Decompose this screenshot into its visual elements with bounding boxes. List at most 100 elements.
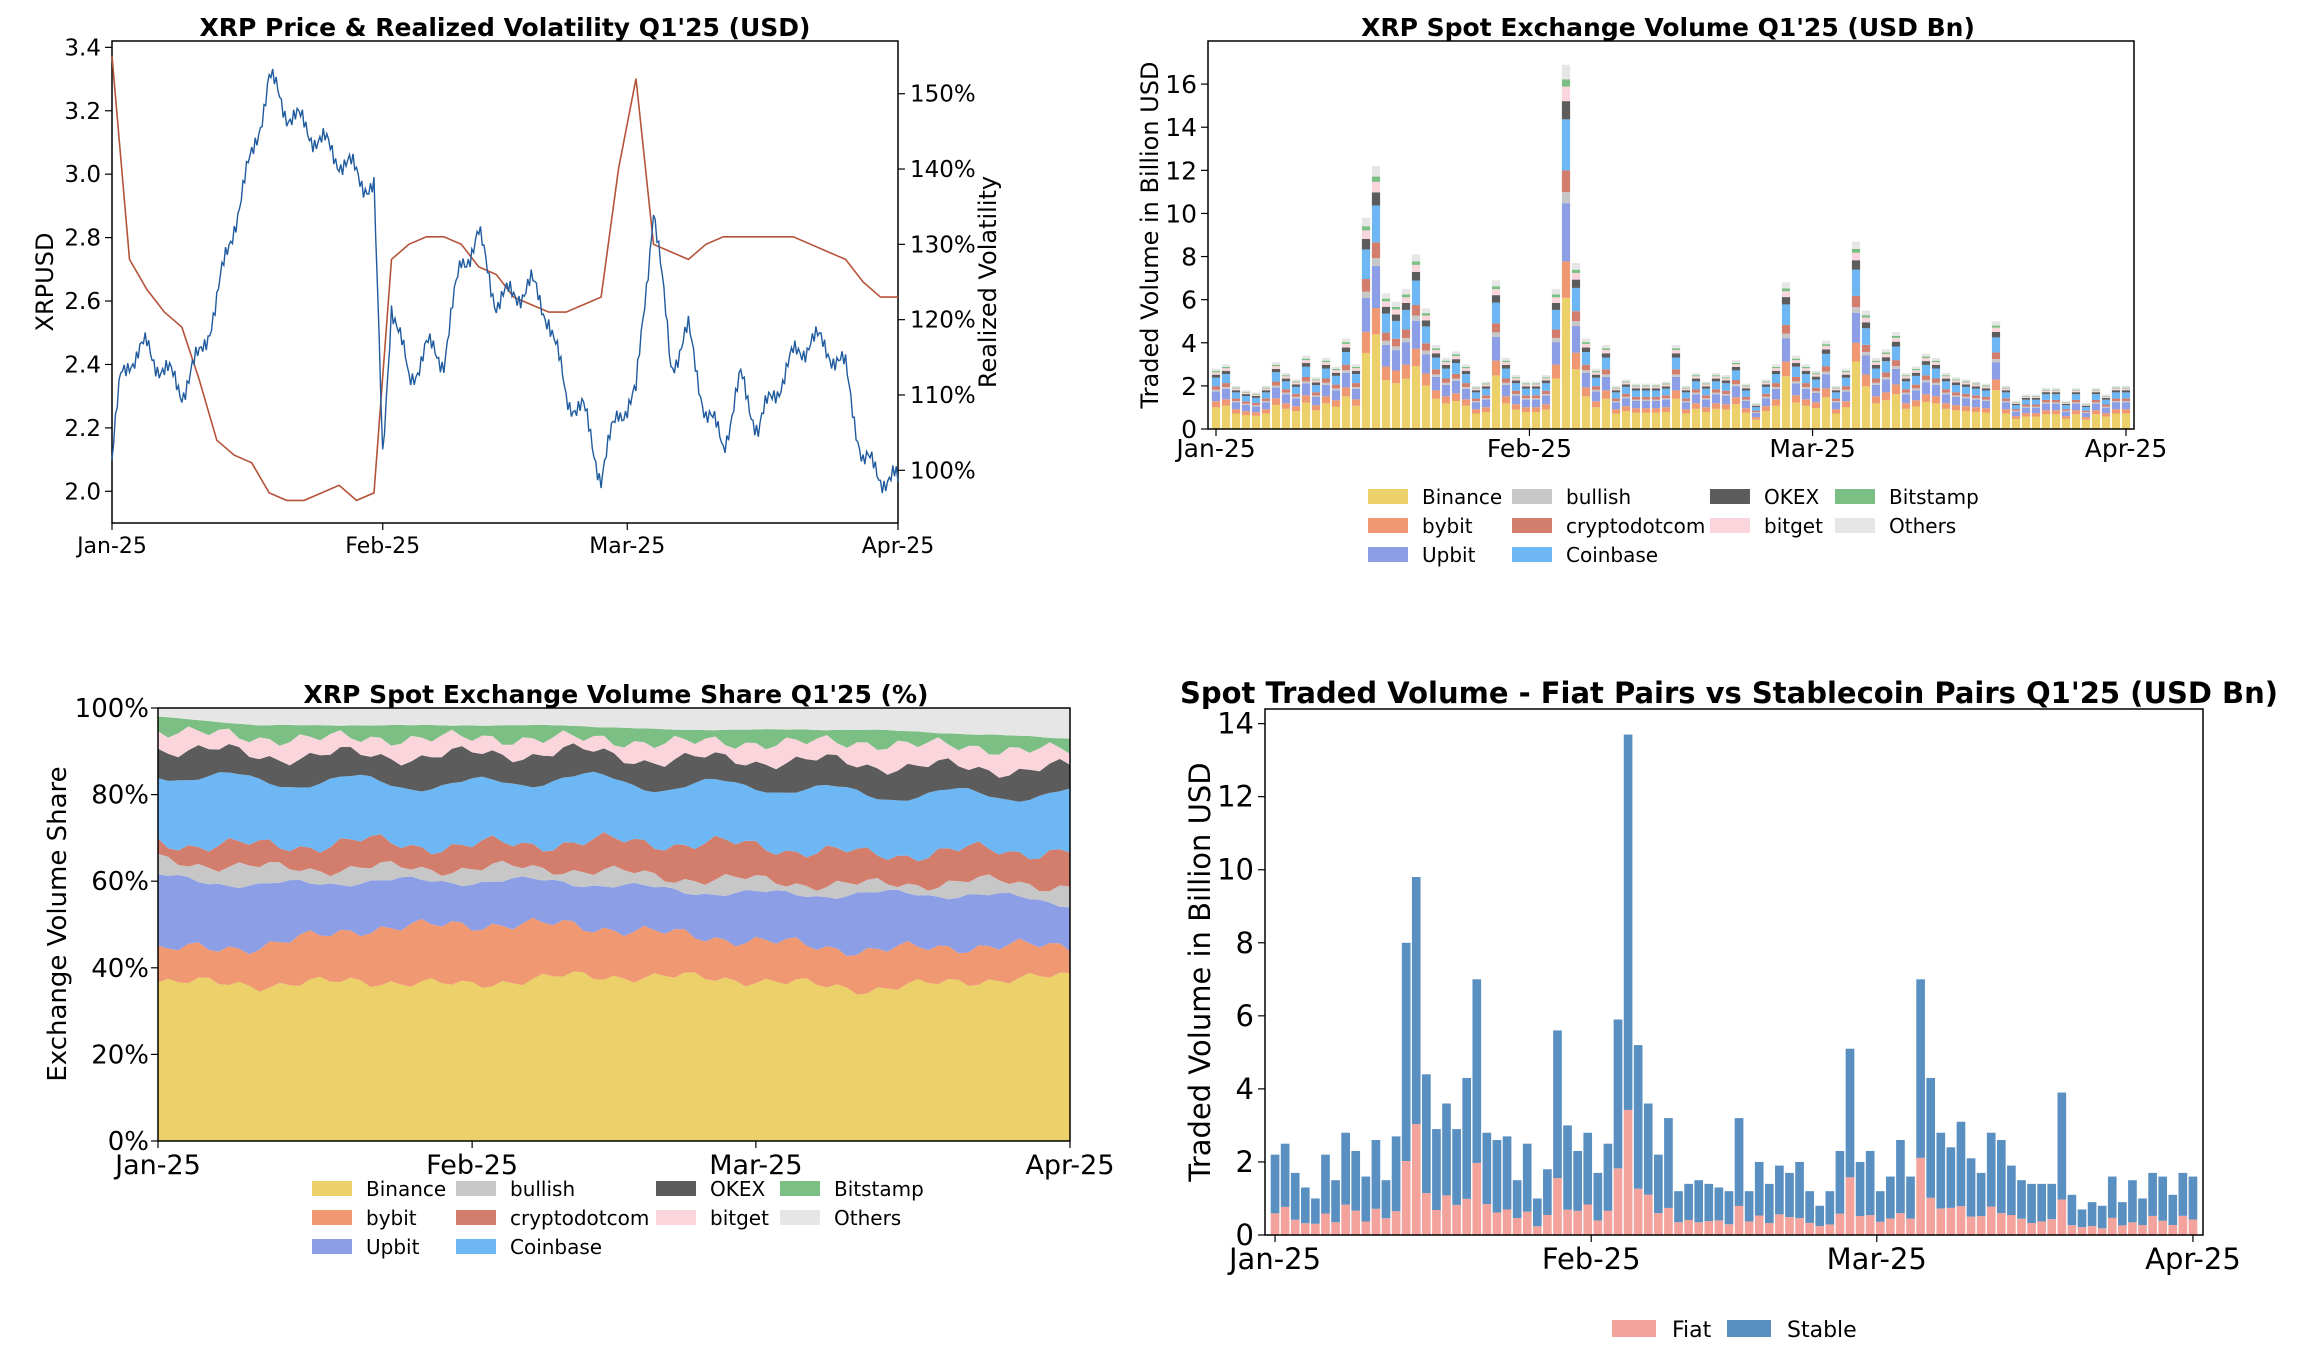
bar-segment-bitstamp (1251, 393, 1261, 395)
bar-segment-binance (1761, 411, 1771, 429)
bar-segment-upbit (1751, 412, 1761, 418)
bar-segment-bybit (1941, 403, 1951, 409)
bar-segment-bullish (1251, 405, 1261, 407)
bar-segment-okex (1451, 359, 1461, 364)
bar-segment-cryptodotcom (1681, 398, 1691, 401)
bar-segment-bitget (1771, 368, 1781, 371)
legend-label: Stable (1787, 1318, 1857, 1343)
bar-segment-others (1871, 357, 1881, 361)
bar-segment-bybit (1601, 390, 1611, 399)
bar-segment-binance (2111, 413, 2121, 429)
bar-segment-cryptodotcom (1981, 396, 1991, 400)
bar-segment-upbit (1551, 342, 1561, 365)
bar-segment-bitstamp (1571, 269, 1581, 273)
bar-segment-bybit (1761, 406, 1771, 412)
bar-segment-okex (1271, 368, 1281, 373)
bar-segment-others (1521, 381, 1531, 384)
bar-segment-bullish (1571, 321, 1581, 327)
legend-label: Coinbase (510, 1235, 602, 1259)
price-line (111, 68, 899, 494)
bar-segment-fiat (1936, 1208, 1946, 1235)
bar-segment-bullish (1401, 337, 1411, 343)
bar-segment-bullish (1371, 258, 1381, 266)
bar-segment-stable (2138, 1198, 2147, 1226)
bar-segment-others (2041, 388, 2051, 390)
bar-segment-bitstamp (1781, 288, 1791, 292)
bar-segment-binance (1991, 390, 2001, 429)
bar-segment-bitstamp (1951, 379, 1961, 381)
bar-segment-coinbase (1511, 383, 1521, 391)
bar-segment-others (1671, 344, 1681, 349)
bar-segment-stable (1442, 1103, 1451, 1196)
bar-segment-coinbase (1341, 352, 1351, 365)
bar-segment-bitget (1451, 356, 1461, 360)
bar-segment-cryptodotcom (1231, 398, 1241, 401)
bar-segment-binance (1571, 369, 1581, 429)
bar-segment-stable (1492, 1140, 1502, 1213)
bar-segment-bybit (1281, 403, 1291, 409)
bar-segment-okex (1671, 353, 1681, 358)
bar-segment-cryptodotcom (1311, 392, 1321, 396)
bar-segment-cryptodotcom (1661, 395, 1671, 399)
bar-segment-okex (1281, 378, 1291, 382)
bar-segment-bitstamp (1991, 325, 2001, 328)
bar-segment-coinbase (1991, 337, 2001, 353)
bar-segment-okex (1641, 388, 1651, 391)
bar-segment-bullish (1291, 396, 1301, 399)
bar-segment-stable (1754, 1161, 1764, 1216)
bar-segment-bullish (1681, 400, 1691, 403)
bar-segment-stable (1573, 1150, 1582, 1211)
bar-segment-bitget (2031, 396, 2041, 398)
legend-swatch-others (1835, 518, 1875, 533)
bar-segment-others (1801, 364, 1811, 367)
bar-segment-cryptodotcom (1241, 401, 1251, 404)
bar-segment-fiat (1886, 1218, 1895, 1235)
bar-segment-bybit (2041, 410, 2051, 415)
area-bitstamp (158, 716, 1070, 755)
bar-segment-bitstamp (1761, 381, 1771, 383)
y-tick-label: 0% (108, 1127, 149, 1157)
bar-segment-binance (1941, 408, 1951, 429)
bar-segment-bybit (2051, 410, 2061, 415)
bar-segment-bybit (1501, 396, 1511, 404)
y2-tick-label: 100% (910, 458, 976, 484)
bar-segment-fiat (1442, 1195, 1451, 1235)
bar-segment-bitget (1751, 404, 1761, 406)
bar-segment-cryptodotcom (1841, 386, 1851, 390)
bar-segment-binance (1961, 411, 1971, 429)
bar-segment-bullish (2091, 402, 2101, 404)
bar-segment-stable (1472, 979, 1482, 1163)
bar-segment-binance (1241, 415, 1251, 429)
bar-segment-bitstamp (1361, 226, 1371, 231)
bar-segment-bullish (1861, 351, 1871, 356)
legend-label: bitget (710, 1206, 769, 1230)
bar-segment-cryptodotcom (1401, 329, 1411, 338)
bar-segment-stable (1512, 1180, 1522, 1219)
bar-segment-fiat (1411, 1124, 1421, 1235)
bar-segment-bitget (1591, 372, 1601, 375)
bar-segment-stable (1734, 1118, 1744, 1206)
bar-segment-bybit (1721, 404, 1731, 410)
bar-segment-upbit (1961, 398, 1971, 407)
bar-segment-binance (1701, 411, 1711, 429)
bar-segment-fiat (1976, 1216, 1986, 1235)
bar-segment-upbit (1791, 383, 1801, 396)
bar-segment-binance (1611, 413, 1621, 429)
bar-segment-bitstamp (1391, 306, 1401, 310)
bar-segment-binance (1831, 413, 1841, 429)
legend-swatch-coinbase (456, 1239, 496, 1254)
bar-segment-coinbase (1651, 390, 1661, 397)
bar-segment-cryptodotcom (1471, 398, 1481, 401)
bar-segment-bitget (1991, 327, 2001, 332)
bar-segment-bitget (2081, 404, 2091, 406)
bar-segment-bitstamp (1341, 342, 1351, 344)
bar-segment-okex (1571, 279, 1581, 288)
bar-segment-bybit (1381, 366, 1391, 381)
bar-segment-bullish (1901, 392, 1911, 395)
bar-segment-fiat (1694, 1222, 1704, 1235)
y-axis-label: XRPUSD (31, 233, 59, 332)
bar-segment-binance (1391, 383, 1401, 429)
bar-segment-bitstamp (1941, 375, 1951, 377)
legend-label: Binance (366, 1177, 446, 1201)
bar-segment-bitstamp (1621, 381, 1631, 383)
